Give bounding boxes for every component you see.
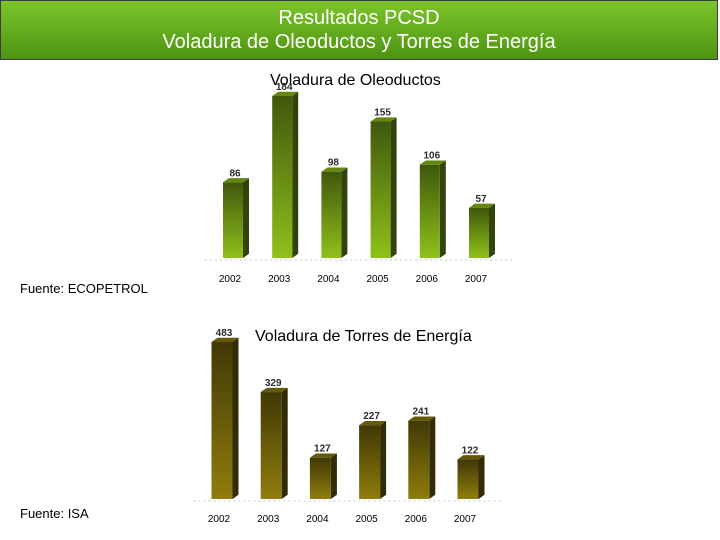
slide-header: Resultados PCSD Voladura de Oleoductos y… [0, 0, 718, 60]
torres-tick-label: 2005 [355, 514, 378, 525]
oleoductos-value-label: 98 [328, 158, 340, 169]
torres-tick-label: 2002 [208, 514, 231, 525]
torres-bar-top [309, 453, 337, 458]
oleoductos-bar-side [292, 91, 299, 258]
torres-tick-label: 2004 [306, 514, 329, 525]
oleoductos-bar-top [370, 117, 397, 122]
torres-value-label: 127 [314, 444, 331, 455]
oleoductos-value-label: 106 [423, 151, 440, 162]
oleoductos-bar-top [321, 167, 348, 172]
torres-bar-top [359, 421, 387, 426]
torres-value-label: 241 [412, 407, 429, 418]
oleoductos-tick-label: 2005 [366, 274, 389, 285]
oleoductos-bar-side [390, 117, 397, 258]
torres-bar-top [211, 337, 239, 342]
header-title: Resultados PCSD [278, 7, 440, 29]
torres-value-label: 329 [265, 378, 282, 389]
oleoductos-bar [272, 96, 293, 258]
oleoductos-bar-side [243, 178, 249, 258]
torres-bar-side [330, 453, 337, 499]
torres-bar [309, 457, 331, 499]
oleoductos-bar-top [419, 160, 446, 165]
torres-bar-top [408, 416, 436, 421]
oleoductos-bar-top [223, 178, 249, 183]
header-subtitle: Voladura de Oleoductos y Torres de Energ… [162, 31, 556, 53]
torres-tick-label: 2003 [257, 514, 280, 525]
oleoductos-tick-label: 2004 [317, 274, 340, 285]
oleoductos-chart-title: Voladura de Oleoductos [270, 72, 441, 89]
torres-bar-side [478, 455, 485, 499]
torres-bar-side [232, 337, 239, 499]
torres-bar-top [260, 387, 288, 393]
torres-bar [408, 420, 430, 499]
torres-bar-side [281, 387, 288, 499]
oleoductos-tick-label: 2007 [465, 274, 488, 285]
oleoductos-value-label: 57 [475, 194, 487, 205]
torres-chart-title: Voladura de Torres de Energía [255, 328, 472, 345]
torres-value-label: 227 [363, 411, 380, 422]
oleoductos-value-label: 86 [229, 168, 241, 179]
oleoductos-bar [223, 182, 243, 258]
oleoductos-bar-side [341, 167, 348, 258]
oleoductos-tick-label: 2003 [268, 274, 291, 285]
torres-bar [260, 392, 282, 499]
torres-bar-side [380, 421, 387, 499]
oleoductos-bar-side [439, 160, 446, 258]
oleoductos-tick-label: 2002 [219, 274, 242, 285]
oleoductos-value-label: 184 [276, 82, 293, 93]
oleoductos-bar-side [489, 203, 495, 258]
oleoductos-bar [419, 164, 440, 258]
oleoductos-bar [469, 207, 489, 258]
oleoductos-value-label: 155 [374, 108, 391, 119]
torres-bar-side [429, 416, 436, 499]
oleoductos-bar [370, 121, 391, 258]
oleoductos-source: Fuente: ECOPETROL [20, 281, 148, 296]
oleoductos-tick-label: 2006 [416, 274, 439, 285]
oleoductos-bar-top [272, 91, 299, 96]
torres-bar-top [457, 455, 485, 460]
torres-bar [457, 459, 479, 499]
torres-source: Fuente: ISA [20, 506, 89, 521]
torres-tick-label: 2006 [405, 514, 428, 525]
torres-bar [211, 342, 233, 499]
torres-bar [359, 425, 381, 499]
oleoductos-bar-top [469, 203, 495, 208]
torres-value-label: 122 [462, 445, 479, 456]
torres-tick-label: 2007 [454, 514, 477, 525]
torres-value-label: 483 [216, 328, 233, 339]
oleoductos-bar [321, 171, 342, 258]
